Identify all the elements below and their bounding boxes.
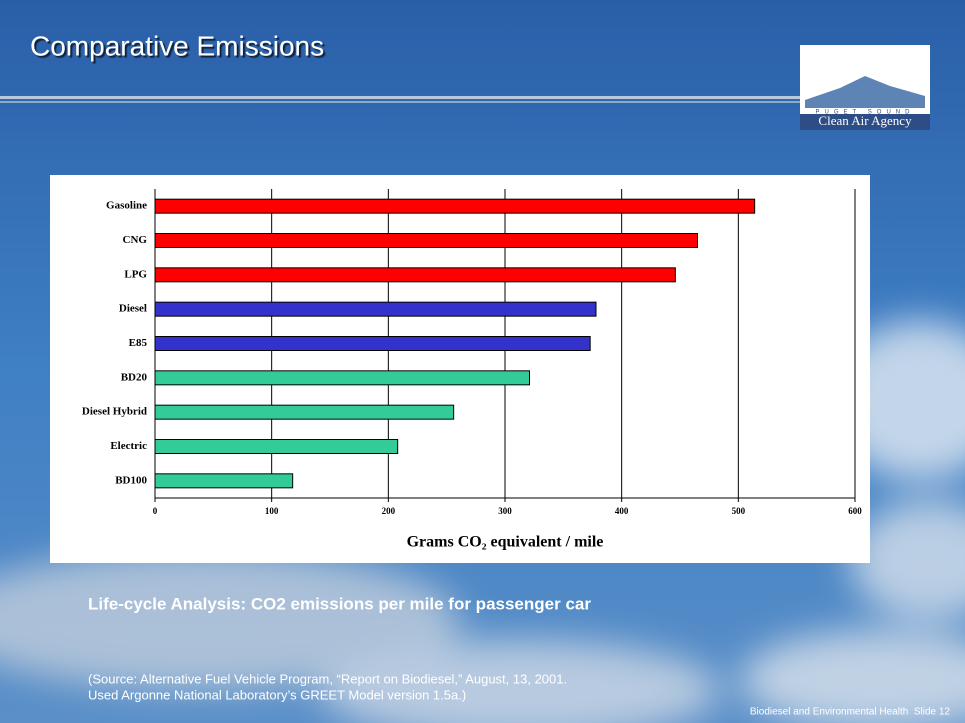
y-tick-label: Gasoline [106, 200, 147, 212]
y-tick-label: Diesel Hybrid [82, 406, 147, 418]
x-axis-label: Grams CO₂ equivalent / mile [407, 534, 604, 551]
source-line: (Source: Alternative Fuel Vehicle Progra… [88, 671, 567, 686]
x-tick-label: 500 [732, 506, 746, 516]
bar [155, 234, 698, 248]
x-tick-label: 400 [615, 506, 629, 516]
bar [155, 371, 530, 385]
bar [155, 440, 398, 454]
bar [155, 337, 590, 351]
bar [155, 474, 293, 488]
source-line: Used Argonne National Laboratory’s GREET… [88, 687, 466, 702]
bar [155, 302, 596, 316]
y-tick-label: Diesel [119, 303, 147, 315]
rule [0, 96, 800, 99]
bar [155, 268, 675, 282]
x-tick-label: 200 [382, 506, 396, 516]
y-tick-label: E85 [129, 337, 148, 349]
bar [155, 405, 454, 419]
rule [0, 101, 800, 103]
x-tick-label: 600 [848, 506, 862, 516]
y-tick-label: Electric [110, 440, 147, 452]
y-tick-label: CNG [123, 234, 148, 246]
caption: Life-cycle Analysis: CO2 emissions per m… [88, 594, 591, 613]
y-tick-label: BD20 [121, 371, 148, 383]
bar [155, 199, 755, 213]
footer: Biodiesel and Environmental Health Slide… [750, 707, 951, 718]
x-tick-label: 300 [498, 506, 512, 516]
x-tick-label: 0 [153, 506, 158, 516]
x-tick-label: 100 [265, 506, 279, 516]
y-tick-label: BD100 [115, 474, 147, 486]
y-tick-label: LPG [124, 268, 147, 280]
slide-title: Comparative Emissions [30, 30, 324, 61]
slide: Comparative Emissions PUGET SOUND Clean … [0, 0, 965, 723]
logo-name: Clean Air Agency [818, 113, 912, 128]
